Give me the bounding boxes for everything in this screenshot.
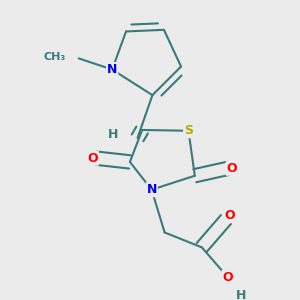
Text: O: O — [224, 209, 235, 222]
Text: H: H — [236, 289, 246, 300]
Text: O: O — [227, 162, 237, 175]
Text: N: N — [146, 183, 157, 196]
Text: O: O — [223, 271, 233, 284]
Text: N: N — [107, 63, 117, 76]
Text: CH₃: CH₃ — [44, 52, 66, 61]
Text: S: S — [184, 124, 193, 137]
Text: H: H — [108, 128, 118, 141]
Text: O: O — [87, 152, 98, 165]
